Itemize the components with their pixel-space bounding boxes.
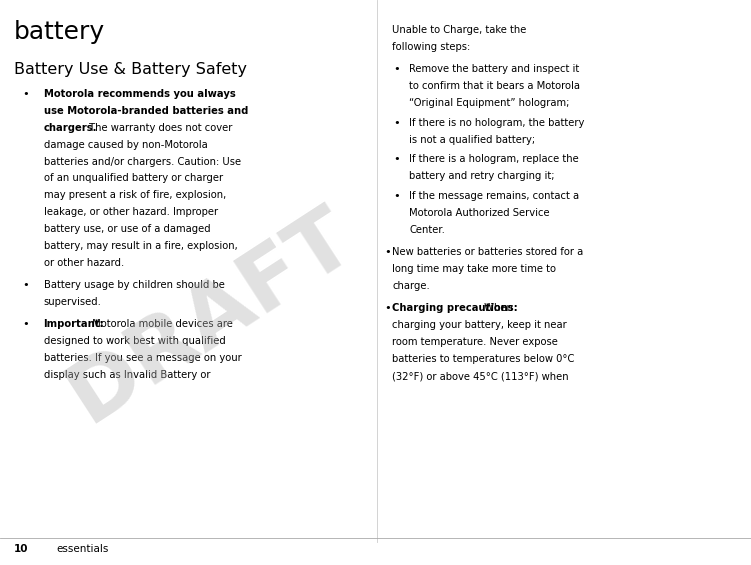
Text: leakage, or other hazard. Improper: leakage, or other hazard. Improper <box>44 207 218 218</box>
Text: to confirm that it bears a Motorola: to confirm that it bears a Motorola <box>409 81 581 92</box>
Text: •: • <box>23 89 29 99</box>
Text: essentials: essentials <box>56 544 109 554</box>
Text: charging your battery, keep it near: charging your battery, keep it near <box>392 320 567 331</box>
Text: charge.: charge. <box>392 281 430 292</box>
Text: Motorola recommends you always: Motorola recommends you always <box>44 89 235 99</box>
Text: Motorola mobile devices are: Motorola mobile devices are <box>89 319 233 329</box>
Text: supervised.: supervised. <box>44 297 101 307</box>
Text: Battery usage by children should be: Battery usage by children should be <box>44 280 225 290</box>
Text: battery, may result in a fire, explosion,: battery, may result in a fire, explosion… <box>44 241 237 251</box>
Text: damage caused by non-Motorola: damage caused by non-Motorola <box>44 140 207 150</box>
Text: •: • <box>385 303 391 314</box>
Text: •: • <box>23 319 29 329</box>
Text: If the message remains, contact a: If the message remains, contact a <box>409 191 580 201</box>
Text: •: • <box>394 191 400 201</box>
Text: battery and retry charging it;: battery and retry charging it; <box>409 171 555 181</box>
Text: Motorola Authorized Service: Motorola Authorized Service <box>409 208 550 218</box>
Text: display such as Invalid Battery or: display such as Invalid Battery or <box>44 370 210 380</box>
Text: Important:: Important: <box>44 319 104 329</box>
Text: long time may take more time to: long time may take more time to <box>392 264 556 275</box>
Text: Battery Use & Battery Safety: Battery Use & Battery Safety <box>14 62 246 77</box>
Text: use Motorola-branded batteries and: use Motorola-branded batteries and <box>44 106 248 116</box>
Text: When: When <box>481 303 512 314</box>
Text: is not a qualified battery;: is not a qualified battery; <box>409 135 535 145</box>
Text: of an unqualified battery or charger: of an unqualified battery or charger <box>44 173 223 184</box>
Text: batteries to temperatures below 0°C: batteries to temperatures below 0°C <box>392 354 575 364</box>
Text: •: • <box>394 64 400 75</box>
Text: following steps:: following steps: <box>392 42 470 53</box>
Text: Charging precautions:: Charging precautions: <box>392 303 517 314</box>
Text: batteries and/or chargers. Caution: Use: batteries and/or chargers. Caution: Use <box>44 157 240 167</box>
Text: •: • <box>385 247 391 258</box>
Text: •: • <box>394 118 400 128</box>
Text: The warranty does not cover: The warranty does not cover <box>86 123 233 133</box>
Text: Remove the battery and inspect it: Remove the battery and inspect it <box>409 64 580 75</box>
Text: chargers.: chargers. <box>44 123 97 133</box>
Text: or other hazard.: or other hazard. <box>44 258 124 268</box>
Text: batteries. If you see a message on your: batteries. If you see a message on your <box>44 353 241 363</box>
Text: designed to work best with qualified: designed to work best with qualified <box>44 336 225 346</box>
Text: Unable to Charge, take the: Unable to Charge, take the <box>392 25 526 36</box>
Text: DRAFT: DRAFT <box>53 194 368 439</box>
Text: New batteries or batteries stored for a: New batteries or batteries stored for a <box>392 247 584 258</box>
Text: Center.: Center. <box>409 225 445 234</box>
Text: “Original Equipment” hologram;: “Original Equipment” hologram; <box>409 98 570 108</box>
Text: If there is no hologram, the battery: If there is no hologram, the battery <box>409 118 585 128</box>
Text: (32°F) or above 45°C (113°F) when: (32°F) or above 45°C (113°F) when <box>392 371 569 381</box>
Text: battery: battery <box>14 20 104 44</box>
Text: room temperature. Never expose: room temperature. Never expose <box>392 337 558 347</box>
Text: battery use, or use of a damaged: battery use, or use of a damaged <box>44 224 210 234</box>
Text: •: • <box>394 154 400 164</box>
Text: may present a risk of fire, explosion,: may present a risk of fire, explosion, <box>44 190 226 201</box>
Text: 10: 10 <box>14 544 28 554</box>
Text: If there is a hologram, replace the: If there is a hologram, replace the <box>409 154 579 164</box>
Text: •: • <box>23 280 29 290</box>
